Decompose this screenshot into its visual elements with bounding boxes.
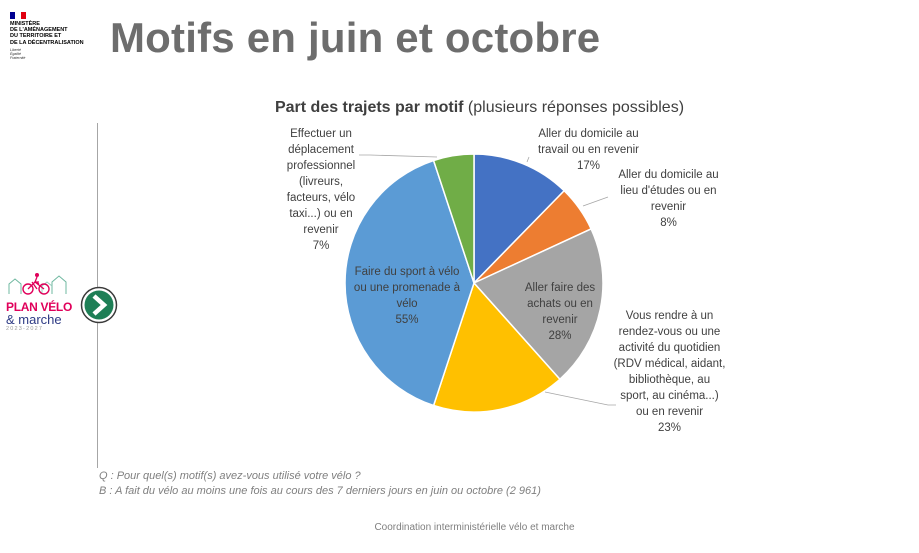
slice-value: 7% bbox=[312, 240, 330, 252]
slice-label-line: bibliothèque, au bbox=[628, 374, 711, 386]
slice-label-5: Effectuer un déplacement professionnel (… bbox=[266, 126, 376, 254]
slice-label-line: vélo bbox=[396, 298, 418, 310]
slice-label-2: Aller faire des achats ou en revenir 28% bbox=[505, 280, 615, 344]
chevron-right-icon bbox=[92, 294, 108, 316]
chart-title-rest: (plusieurs réponses possibles) bbox=[463, 99, 685, 116]
page-footer: Coordination interministérielle vélo et … bbox=[374, 522, 575, 533]
logo-years: 2023-2027 bbox=[6, 326, 44, 332]
plan-velo-logo: PLAN VÉLO & marche 2023-2027 bbox=[6, 270, 76, 333]
slice-value: 23% bbox=[657, 422, 682, 434]
slice-label-line: activité du quotidien bbox=[618, 342, 721, 354]
leader-line-slice-5 bbox=[359, 154, 438, 158]
chart-footnote: Q : Pour quel(s) motif(s) avez-vous util… bbox=[99, 469, 541, 499]
slice-label-line: rendez-vous ou une bbox=[618, 326, 721, 338]
slice-label-4: Faire du sport à vélo ou une promenade à… bbox=[337, 264, 477, 328]
pie-slice-0 bbox=[473, 153, 566, 285]
ministry-line: DU TERRITOIRE ET bbox=[10, 33, 62, 40]
base-note: B : A fait du vélo au moins une fois au … bbox=[99, 485, 541, 497]
slice-value: 17% bbox=[576, 160, 601, 172]
republic-motto: Liberté Égalité Fraternité bbox=[10, 48, 110, 60]
chart-title: Part des trajets par motif (plusieurs ré… bbox=[0, 99, 919, 117]
slice-label-line: Aller du domicile au bbox=[538, 128, 639, 140]
ministry-name: MINISTÈRE DE L'AMÉNAGEMENT DU TERRITOIRE… bbox=[10, 21, 110, 46]
ministry-line: MINISTÈRE bbox=[10, 21, 40, 27]
motto-line: Fraternité bbox=[10, 55, 26, 60]
slice-value: 55% bbox=[395, 314, 419, 326]
ministry-line: DE LA DÉCENTRALISATION bbox=[10, 39, 84, 46]
slice-label-line: déplacement bbox=[288, 144, 354, 156]
flag-stripe-white bbox=[15, 12, 21, 19]
slice-label-line: Vous rendre à un bbox=[625, 310, 714, 322]
pie-slice-4 bbox=[344, 159, 475, 407]
leader-line-slice-0 bbox=[526, 156, 530, 163]
chart-title-bold: Part des trajets par motif bbox=[274, 99, 464, 116]
slice-label-line: ou une promenade à bbox=[353, 282, 461, 294]
slice-label-line: Aller du domicile au bbox=[618, 169, 719, 181]
pie-slice-3 bbox=[432, 281, 561, 413]
pie-slice-2 bbox=[472, 227, 604, 381]
slice-label-line: travail ou en revenir bbox=[538, 144, 639, 156]
slice-label-line: Aller faire des bbox=[524, 282, 596, 294]
slice-label-line: lieu d'études ou en bbox=[620, 185, 717, 197]
logo-title: PLAN VÉLO bbox=[6, 300, 72, 314]
slice-label-line: Effectuer un bbox=[290, 128, 352, 140]
slice-label-line: revenir bbox=[303, 224, 339, 236]
flag-stripe-blue bbox=[10, 12, 16, 19]
french-flag-icon bbox=[10, 12, 26, 19]
slice-value: 28% bbox=[548, 330, 572, 342]
leader-line-slice-3 bbox=[544, 391, 616, 406]
nav-button-fill bbox=[84, 290, 114, 320]
slice-label-3: Vous rendre à un rendez-vous ou une acti… bbox=[597, 308, 742, 436]
flag-stripe-red bbox=[20, 12, 26, 19]
ministry-logo: MINISTÈRE DE L'AMÉNAGEMENT DU TERRITOIRE… bbox=[10, 12, 110, 60]
motto-line: Égalité bbox=[10, 51, 21, 56]
page-title: Motifs en juin et octobre bbox=[110, 14, 601, 61]
next-slide-button[interactable] bbox=[80, 286, 118, 324]
logo-subtitle: & marche bbox=[6, 312, 62, 327]
ministry-line: DE L'AMÉNAGEMENT bbox=[10, 27, 68, 34]
cyclist-houses-icon bbox=[8, 273, 67, 295]
slice-label-line: professionnel bbox=[286, 160, 356, 172]
slice-label-line: sport, au cinéma...) bbox=[620, 390, 719, 402]
slice-label-line: ou en revenir bbox=[635, 406, 704, 418]
slice-label-1: Aller du domicile au lieu d'études ou en… bbox=[596, 167, 741, 231]
question-note: Q : Pour quel(s) motif(s) avez-vous util… bbox=[99, 470, 361, 482]
slice-label-0: Aller du domicile au travail ou en reven… bbox=[516, 126, 661, 174]
slice-label-line: taxi...) ou en bbox=[289, 208, 353, 220]
slice-label-line: facteurs, vélo bbox=[286, 192, 356, 204]
slice-label-line: achats ou en bbox=[527, 298, 593, 310]
motto-line: Liberté bbox=[10, 47, 21, 52]
slice-label-line: (RDV médical, aidant, bbox=[613, 358, 726, 370]
slice-label-line: Faire du sport à vélo bbox=[354, 266, 460, 278]
pie-slice-5 bbox=[432, 153, 475, 284]
slice-label-line: revenir bbox=[650, 201, 687, 213]
leader-line-slice-1 bbox=[582, 196, 609, 207]
slice-value: 8% bbox=[660, 217, 677, 229]
slice-label-line: revenir bbox=[542, 314, 578, 326]
slice-label-line: (livreurs, bbox=[298, 176, 344, 188]
